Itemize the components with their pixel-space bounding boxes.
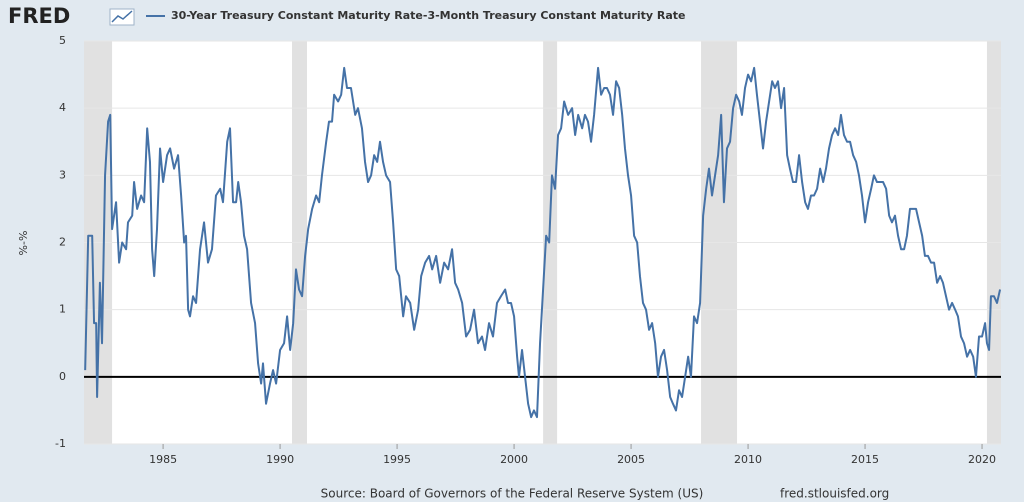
legend-label: 30-Year Treasury Constant Maturity Rate-… — [171, 9, 685, 22]
url: fred.stlouisfed.org — [780, 487, 889, 501]
logo: FRED — [8, 4, 70, 28]
y-tick-label: 4 — [59, 101, 66, 114]
x-tick-label: 2010 — [734, 453, 762, 466]
source: Source: Board of Governors of the Federa… — [321, 487, 704, 501]
y-axis-label: %-% — [17, 231, 30, 256]
x-tick-label: 1985 — [149, 453, 177, 466]
x-tick-label: 1995 — [383, 453, 411, 466]
logo-icon — [109, 8, 135, 26]
x-tick-label: 2020 — [968, 453, 996, 466]
y-tick-label: 0 — [59, 370, 66, 383]
y-tick-label: 3 — [59, 168, 66, 181]
x-tick-label: 2005 — [617, 453, 645, 466]
y-tick-label: -1 — [55, 437, 66, 450]
y-tick-label: 1 — [59, 303, 66, 316]
x-tick-label: 1990 — [266, 453, 294, 466]
y-tick-label: 2 — [59, 236, 66, 249]
x-tick-label: 2000 — [500, 453, 528, 466]
series-line — [84, 66, 1002, 419]
x-tick-label: 2015 — [851, 453, 879, 466]
y-tick-label: 5 — [59, 34, 66, 47]
